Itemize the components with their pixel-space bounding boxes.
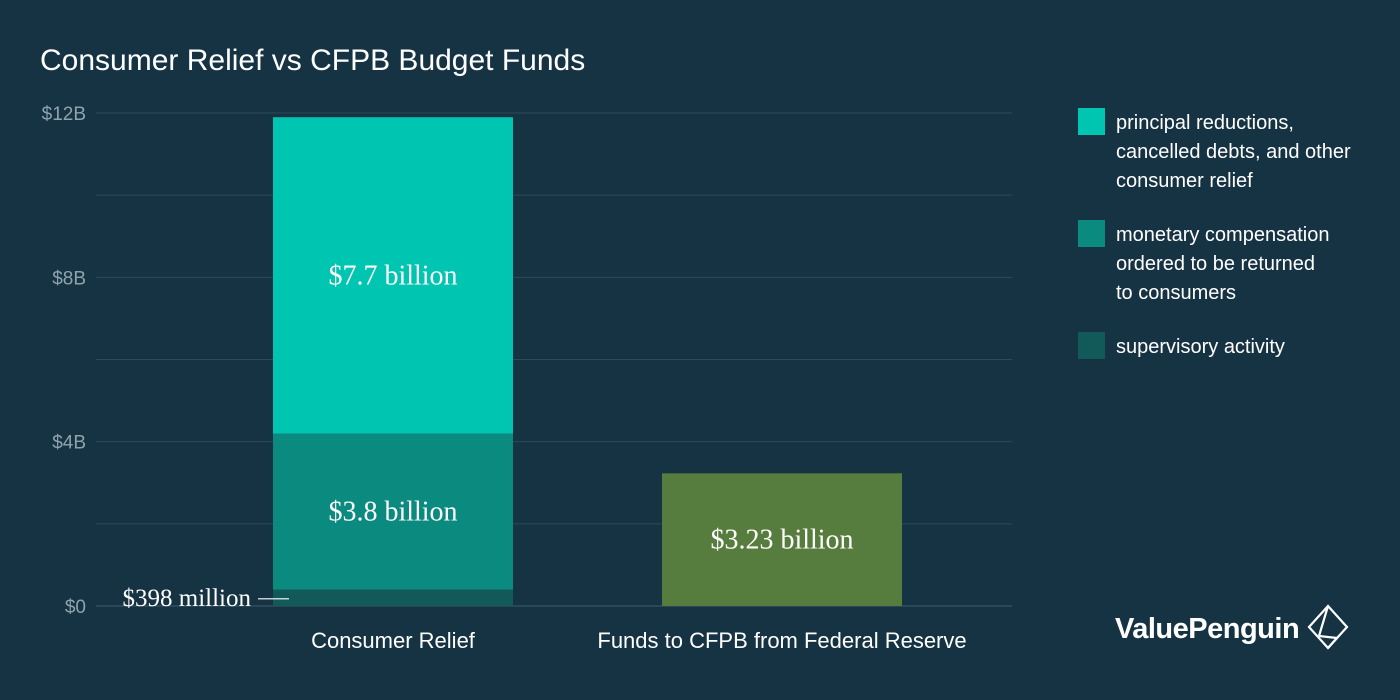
legend-label: supervisory activity <box>1116 336 1285 358</box>
y-tick-label: $12B <box>42 104 86 125</box>
legend-swatch <box>1078 332 1105 359</box>
bar-segment <box>662 473 902 606</box>
brand-name: ValuePenguin <box>1115 613 1300 645</box>
data-label: $7.7 billion <box>328 260 457 291</box>
x-category-label: Consumer Relief <box>311 628 476 653</box>
legend-label: principal reductions, cancelled debts, a… <box>1116 112 1351 192</box>
y-tick-label: $4B <box>52 433 86 454</box>
legend-label: monetary compensation ordered to be retu… <box>1116 224 1330 304</box>
legend-item-monetary-compensation: monetary compensation ordered to be retu… <box>1078 220 1378 308</box>
data-label: $3.23 billion <box>710 525 853 556</box>
y-tick-label: $8B <box>52 268 86 289</box>
data-label: $398 million <box>123 585 252 612</box>
bar-segment <box>273 589 513 606</box>
y-tick-label: $0 <box>65 597 86 618</box>
chart-title: Consumer Relief vs CFPB Budget Funds <box>40 44 586 77</box>
brand-logo: ValuePenguin <box>1115 604 1349 655</box>
chart-legend: principal reductions, cancelled debts, a… <box>1078 108 1378 386</box>
x-category-label: Funds to CFPB from Federal Reserve <box>597 628 966 653</box>
legend-item-consumer-relief: principal reductions, cancelled debts, a… <box>1078 108 1378 196</box>
data-label: $3.8 billion <box>328 497 457 528</box>
bar-segment <box>273 433 513 590</box>
legend-swatch <box>1078 220 1105 247</box>
bar-segment <box>273 117 513 434</box>
legend-item-supervisory-activity: supervisory activity <box>1078 332 1378 362</box>
legend-swatch <box>1078 108 1105 135</box>
valuepenguin-logo-icon <box>1307 604 1349 655</box>
